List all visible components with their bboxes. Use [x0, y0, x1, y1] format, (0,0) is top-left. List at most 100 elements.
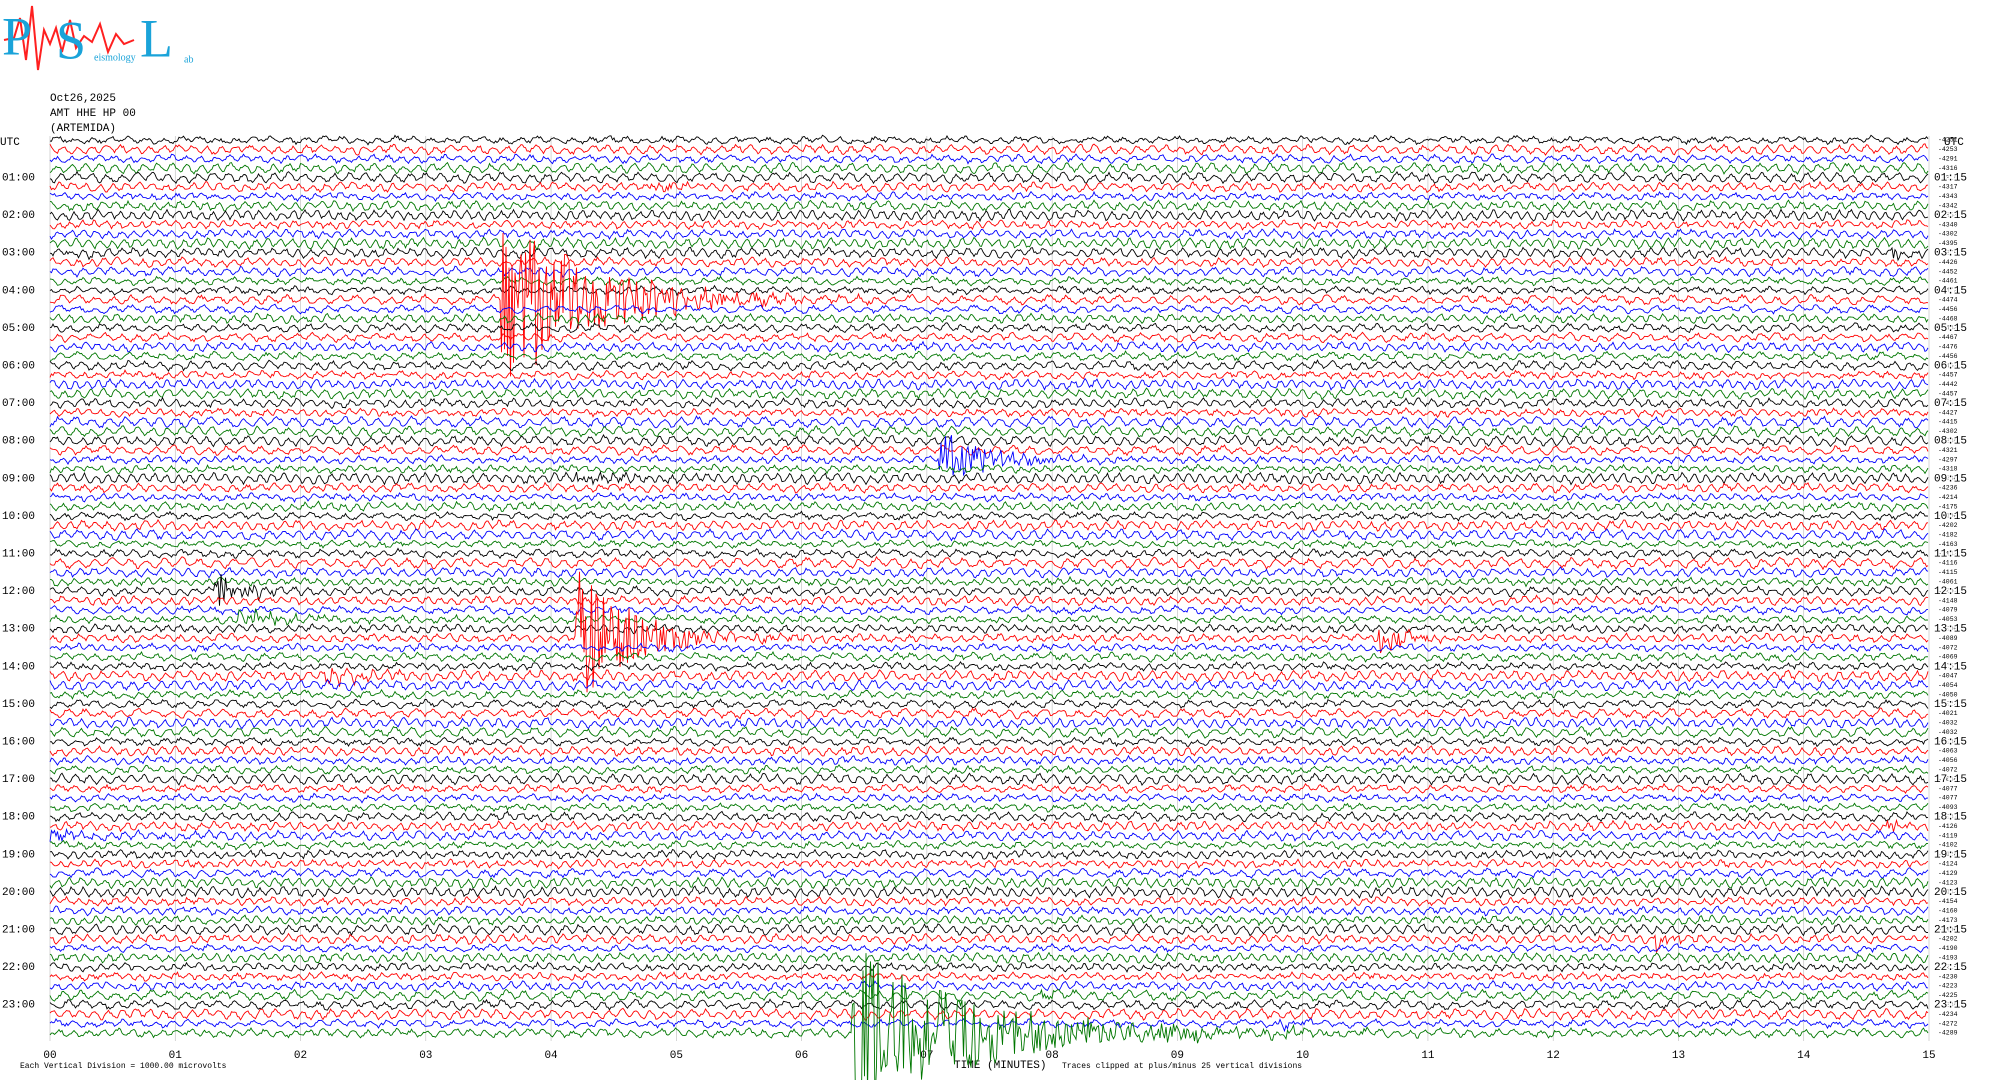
trace-offset: -4297 [1938, 456, 1958, 463]
trace-offset: -4289 [1938, 1030, 1958, 1037]
trace-offset: -4047 [1938, 673, 1958, 680]
trace-offset: -4427 [1938, 409, 1958, 416]
trace-offset: -4321 [1938, 447, 1958, 454]
trace [49, 161, 1929, 176]
trace-offset: -4023 [1938, 701, 1958, 708]
trace-offset: -4202 [1938, 936, 1958, 943]
hour-label-right: 02:15 [1934, 210, 1967, 222]
trace [49, 312, 1929, 325]
trace [49, 236, 1929, 251]
trace-offset: -4291 [1938, 156, 1958, 163]
x-tick-label: 06 [795, 1050, 808, 1062]
trace [49, 246, 1929, 262]
trace [49, 735, 1929, 748]
trace [49, 527, 1929, 542]
trace [49, 858, 1929, 870]
trace [49, 539, 1929, 550]
trace-offset: -4069 [1938, 654, 1958, 661]
trace [49, 932, 1929, 954]
hour-label-right: 08:15 [1934, 436, 1967, 448]
trace [49, 153, 1929, 165]
x-tick-label: 11 [1421, 1050, 1435, 1062]
hour-label-right: 05:15 [1934, 323, 1967, 335]
trace [49, 575, 1929, 588]
trace [49, 424, 1929, 438]
trace-offset: -4092 [1938, 588, 1958, 595]
axis-title: TIME (MINUTES) [954, 1060, 1046, 1072]
trace [49, 435, 1929, 477]
trace [49, 725, 1929, 740]
x-tick-label: 04 [544, 1050, 558, 1062]
trace [49, 608, 1929, 626]
trace [50, 604, 1928, 616]
trace-offset: -4452 [1938, 268, 1958, 275]
trace-offset: -4315 [1938, 174, 1958, 181]
trace-offset: -4063 [1938, 748, 1958, 755]
hour-label-left: 07:00 [2, 398, 35, 410]
trace-offset: -4415 [1938, 419, 1958, 426]
trace [49, 827, 1929, 843]
trace [49, 660, 1929, 672]
trace [49, 867, 1929, 880]
trace-offset: -4214 [1938, 494, 1958, 501]
trace-offset: -4316 [1938, 165, 1958, 172]
hour-label-right: 21:15 [1934, 925, 1967, 937]
clip-note: Traces clipped at plus/minus 25 vertical… [1062, 1062, 1302, 1071]
trace-offset: -4154 [1938, 898, 1958, 905]
hour-label-right: 01:15 [1934, 173, 1967, 185]
trace [49, 971, 1929, 983]
trace-offset: -4467 [1938, 334, 1958, 341]
trace [49, 810, 1929, 823]
trace [49, 698, 1929, 710]
trace-offset: -4148 [1938, 597, 1958, 604]
x-tick-label: 13 [1672, 1050, 1685, 1062]
trace-offset: -4215 [1938, 964, 1958, 971]
trace-offset: -4053 [1938, 616, 1958, 623]
trace-offset: -4442 [1938, 381, 1958, 388]
x-tick-label: 07 [920, 1050, 933, 1062]
hour-label-right: 23:15 [1934, 1000, 1967, 1012]
trace-offset: -4193 [1938, 955, 1958, 962]
date: Oct26,2025 [50, 93, 116, 105]
hour-label-right: 18:15 [1934, 812, 1967, 824]
hour-label-right: 07:15 [1934, 398, 1967, 410]
trace [49, 518, 1929, 532]
hour-label-left: 06:00 [2, 361, 35, 373]
hour-label-right: 17:15 [1934, 774, 1967, 786]
hour-label-right: 19:15 [1934, 849, 1967, 861]
x-tick-label: 12 [1547, 1050, 1560, 1062]
trace-offset: -4461 [1938, 278, 1958, 285]
hour-label-left: 12:00 [2, 586, 35, 598]
trace [49, 951, 1929, 965]
trace [49, 623, 1929, 635]
trace-offset: -4302 [1938, 231, 1958, 238]
division-note: Each Vertical Division = 1000.00 microvo… [20, 1062, 227, 1071]
trace [49, 470, 1929, 486]
trace [49, 594, 1929, 607]
x-tick-label: 15 [1922, 1050, 1935, 1062]
hour-label-left: 18:00 [2, 812, 35, 824]
trace-offset: -4143 [1938, 889, 1958, 896]
trace [49, 688, 1929, 701]
trace-offset: -4379 [1938, 250, 1958, 257]
trace-offset: -4235 [1938, 1002, 1958, 1009]
trace [49, 491, 1929, 503]
hour-label-right: 06:15 [1934, 361, 1967, 373]
trace [49, 839, 1929, 851]
trace [49, 571, 1929, 693]
trace [49, 369, 1929, 381]
trace [49, 406, 1929, 419]
trace [49, 818, 1929, 833]
trace [49, 199, 1929, 213]
trace-offset: -4202 [1938, 522, 1958, 529]
trace-offset: -4032 [1938, 729, 1958, 736]
hour-label-right: 13:15 [1934, 624, 1967, 636]
trace [49, 801, 1929, 814]
trace [49, 885, 1929, 899]
trace [49, 650, 1929, 663]
trace [49, 303, 1929, 315]
trace-offset: -4082 [1938, 814, 1958, 821]
hour-label-right: 09:15 [1934, 473, 1967, 485]
trace [49, 190, 1929, 203]
